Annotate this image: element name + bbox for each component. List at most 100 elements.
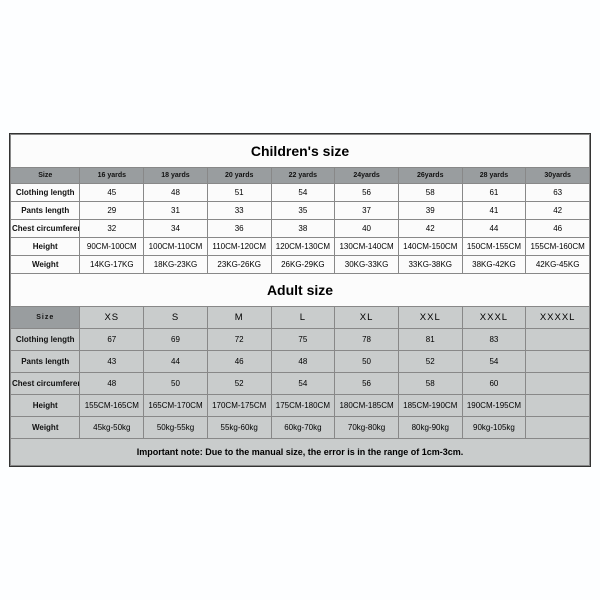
cell: 155CM-160CM <box>526 238 590 256</box>
cell: 170CM-175CM <box>207 395 271 417</box>
children-header-1: 16 yards <box>80 168 144 184</box>
note-row: Important note: Due to the manual size, … <box>11 439 590 466</box>
cell: 61 <box>462 184 526 202</box>
children-header-3: 20 yards <box>207 168 271 184</box>
cell: 60kg-70kg <box>271 417 335 439</box>
adult-header-8: XXXXL <box>526 307 590 329</box>
children-header-row: Size 16 yards 18 yards 20 yards 22 yards… <box>11 168 590 184</box>
cell: 44 <box>144 351 208 373</box>
adult-header-4: L <box>271 307 335 329</box>
cell: 56 <box>335 373 399 395</box>
children-header-5: 24yards <box>335 168 399 184</box>
cell: 44 <box>462 220 526 238</box>
children-title: Children's size <box>11 135 590 168</box>
cell: 50kg-55kg <box>144 417 208 439</box>
row-label: Pants length <box>11 351 80 373</box>
cell: 81 <box>398 329 462 351</box>
cell: 78 <box>335 329 399 351</box>
adult-header-row: Size XS S M L XL XXL XXXL XXXXL <box>11 307 590 329</box>
adult-title: Adult size <box>11 274 590 307</box>
table-row: Weight 45kg-50kg 50kg-55kg 55kg-60kg 60k… <box>11 417 590 439</box>
adult-header-5: XL <box>335 307 399 329</box>
cell <box>526 329 590 351</box>
cell: 48 <box>80 373 144 395</box>
cell: 69 <box>144 329 208 351</box>
cell: 100CM-110CM <box>144 238 208 256</box>
cell: 45kg-50kg <box>80 417 144 439</box>
cell: 31 <box>144 202 208 220</box>
row-label: Height <box>11 238 80 256</box>
table-row: Clothing length 45 48 51 54 56 58 61 63 <box>11 184 590 202</box>
adult-header-1: XS <box>80 307 144 329</box>
cell: 55kg-60kg <box>207 417 271 439</box>
note-text: Important note: Due to the manual size, … <box>11 439 590 466</box>
children-header-4: 22 yards <box>271 168 335 184</box>
cell: 90kg-105kg <box>462 417 526 439</box>
adult-header-6: XXL <box>398 307 462 329</box>
adult-header-7: XXXL <box>462 307 526 329</box>
cell: 80kg-90kg <box>398 417 462 439</box>
cell: 52 <box>207 373 271 395</box>
children-header-0: Size <box>11 168 80 184</box>
cell: 36 <box>207 220 271 238</box>
cell: 40 <box>335 220 399 238</box>
children-title-row: Children's size <box>11 135 590 168</box>
cell: 54 <box>271 184 335 202</box>
table-row: Weight 14KG-17KG 18KG-23KG 23KG-26KG 26K… <box>11 256 590 274</box>
cell: 58 <box>398 373 462 395</box>
cell: 63 <box>526 184 590 202</box>
cell: 120CM-130CM <box>271 238 335 256</box>
cell: 54 <box>271 373 335 395</box>
row-label: Clothing length <box>11 184 80 202</box>
cell: 165CM-170CM <box>144 395 208 417</box>
children-header-2: 18 yards <box>144 168 208 184</box>
cell: 26KG-29KG <box>271 256 335 274</box>
row-label: Weight <box>11 417 80 439</box>
cell: 29 <box>80 202 144 220</box>
table-row: Chest circumference 1/2 48 50 52 54 56 5… <box>11 373 590 395</box>
table-row: Pants length 43 44 46 48 50 52 54 <box>11 351 590 373</box>
adult-header-3: M <box>207 307 271 329</box>
table-row: Height 90CM-100CM 100CM-110CM 110CM-120C… <box>11 238 590 256</box>
cell: 185CM-190CM <box>398 395 462 417</box>
children-header-8: 30yards <box>526 168 590 184</box>
adult-title-row: Adult size <box>11 274 590 307</box>
cell: 75 <box>271 329 335 351</box>
cell: 34 <box>144 220 208 238</box>
cell: 140CM-150CM <box>398 238 462 256</box>
cell: 54 <box>462 351 526 373</box>
cell: 39 <box>398 202 462 220</box>
cell: 155CM-165CM <box>80 395 144 417</box>
table-row: Chest circumference 1/2 32 34 36 38 40 4… <box>11 220 590 238</box>
cell: 83 <box>462 329 526 351</box>
cell: 72 <box>207 329 271 351</box>
cell: 190CM-195CM <box>462 395 526 417</box>
cell: 46 <box>526 220 590 238</box>
cell: 33 <box>207 202 271 220</box>
cell: 45 <box>80 184 144 202</box>
row-label: Chest circumference 1/2 <box>11 220 80 238</box>
cell <box>526 351 590 373</box>
row-label: Clothing length <box>11 329 80 351</box>
cell: 43 <box>80 351 144 373</box>
cell: 33KG-38KG <box>398 256 462 274</box>
row-label: Height <box>11 395 80 417</box>
cell: 42KG-45KG <box>526 256 590 274</box>
cell: 58 <box>398 184 462 202</box>
cell <box>526 395 590 417</box>
cell: 50 <box>335 351 399 373</box>
size-chart-container: Children's size Size 16 yards 18 yards 2… <box>9 133 591 467</box>
cell: 51 <box>207 184 271 202</box>
row-label: Pants length <box>11 202 80 220</box>
cell: 50 <box>144 373 208 395</box>
cell: 110CM-120CM <box>207 238 271 256</box>
cell: 48 <box>271 351 335 373</box>
table-row: Height 155CM-165CM 165CM-170CM 170CM-175… <box>11 395 590 417</box>
table-row: Pants length 29 31 33 35 37 39 41 42 <box>11 202 590 220</box>
cell: 150CM-155CM <box>462 238 526 256</box>
cell: 60 <box>462 373 526 395</box>
cell: 42 <box>398 220 462 238</box>
children-header-6: 26yards <box>398 168 462 184</box>
cell <box>526 417 590 439</box>
cell: 42 <box>526 202 590 220</box>
